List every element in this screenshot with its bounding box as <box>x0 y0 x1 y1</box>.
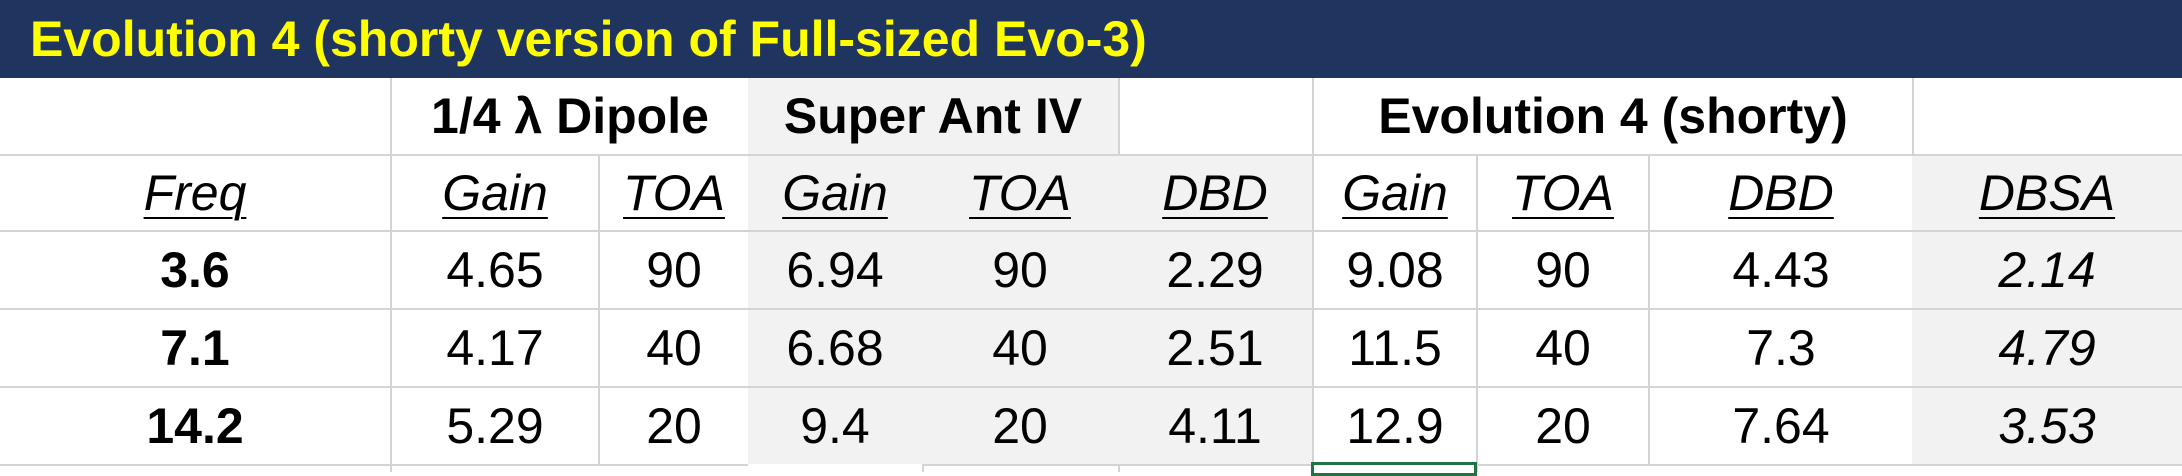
table-cell-empty[interactable] <box>1476 464 2182 472</box>
header-cell[interactable]: TOA <box>922 154 1118 230</box>
table-cell[interactable]: 4.65 <box>390 230 598 308</box>
table-cell[interactable]: 4.11 <box>1118 386 1312 464</box>
header-evo-dbd: DBD <box>1728 165 1834 221</box>
header-sa-dbd: DBD <box>1162 165 1268 221</box>
header-cell[interactable]: Gain <box>390 154 598 230</box>
header-cell[interactable]: DBSA <box>1912 154 2182 230</box>
title-bar: Evolution 4 (shorty version of Full-size… <box>0 0 2182 78</box>
table-cell[interactable]: 7.3 <box>1648 308 1912 386</box>
table-cell[interactable]: 9.4 <box>748 386 922 464</box>
cell-empty[interactable] <box>1118 78 1312 154</box>
header-cell[interactable]: Gain <box>1312 154 1476 230</box>
table-cell[interactable]: 2.29 <box>1118 230 1312 308</box>
header-dipole-gain: Gain <box>442 165 548 221</box>
header-dipole-toa: TOA <box>623 165 725 221</box>
header-cell[interactable]: TOA <box>1476 154 1648 230</box>
active-cell-selection[interactable] <box>1311 462 1477 476</box>
table-cell[interactable]: 20 <box>922 386 1118 464</box>
header-cell[interactable]: Freq <box>0 154 390 230</box>
header-dbsa: DBSA <box>1978 165 2116 221</box>
header-evo-gain: Gain <box>1342 165 1448 221</box>
group-super-ant[interactable]: Super Ant IV <box>748 78 1118 154</box>
header-evo-toa: TOA <box>1512 165 1614 221</box>
table-cell[interactable]: 6.68 <box>748 308 922 386</box>
header-sa-toa: TOA <box>969 165 1071 221</box>
table-cell[interactable]: 9.08 <box>1312 230 1476 308</box>
table-cell[interactable]: 20 <box>1476 386 1648 464</box>
table-cell[interactable]: 40 <box>598 308 748 386</box>
table-cell-empty[interactable] <box>1118 464 1312 472</box>
header-sa-gain: Gain <box>782 165 888 221</box>
header-cell[interactable]: DBD <box>1118 154 1312 230</box>
table-cell-dbsa[interactable]: 3.53 <box>1912 386 2182 464</box>
table-cell[interactable]: 11.5 <box>1312 308 1476 386</box>
table-cell[interactable]: 2.51 <box>1118 308 1312 386</box>
header-cell[interactable]: Gain <box>748 154 922 230</box>
table-cell[interactable]: 40 <box>922 308 1118 386</box>
group-evo4[interactable]: Evolution 4 (shorty) <box>1312 78 1912 154</box>
table-cell[interactable]: 90 <box>1476 230 1648 308</box>
table-cell[interactable]: 90 <box>598 230 748 308</box>
table-cell[interactable]: 7.64 <box>1648 386 1912 464</box>
table-cell-dbsa[interactable]: 4.79 <box>1912 308 2182 386</box>
header-cell[interactable]: DBD <box>1648 154 1912 230</box>
header-cell[interactable]: TOA <box>598 154 748 230</box>
table-cell[interactable]: 4.17 <box>390 308 598 386</box>
table-cell[interactable]: 90 <box>922 230 1118 308</box>
table-cell[interactable]: 40 <box>1476 308 1648 386</box>
cell-empty[interactable] <box>1912 78 2182 154</box>
table-cell-dbsa[interactable]: 2.14 <box>1912 230 2182 308</box>
table-cell-freq[interactable]: 14.2 <box>0 386 390 464</box>
table-cell-freq[interactable]: 3.6 <box>0 230 390 308</box>
table-cell-empty[interactable] <box>0 464 390 472</box>
table-cell-empty[interactable] <box>390 464 748 472</box>
header-freq: Freq <box>143 165 247 221</box>
sheet-title: Evolution 4 (shorty version of Full-size… <box>30 11 1147 67</box>
table-cell[interactable]: 6.94 <box>748 230 922 308</box>
table-cell-empty[interactable] <box>922 464 1118 472</box>
table-cell-freq[interactable]: 7.1 <box>0 308 390 386</box>
table-cell[interactable]: 5.29 <box>390 386 598 464</box>
table-cell[interactable]: 12.9 <box>1312 386 1476 464</box>
table-cell[interactable]: 4.43 <box>1648 230 1912 308</box>
table-cell[interactable]: 20 <box>598 386 748 464</box>
group-dipole[interactable]: 1/4 λ Dipole <box>390 78 748 154</box>
